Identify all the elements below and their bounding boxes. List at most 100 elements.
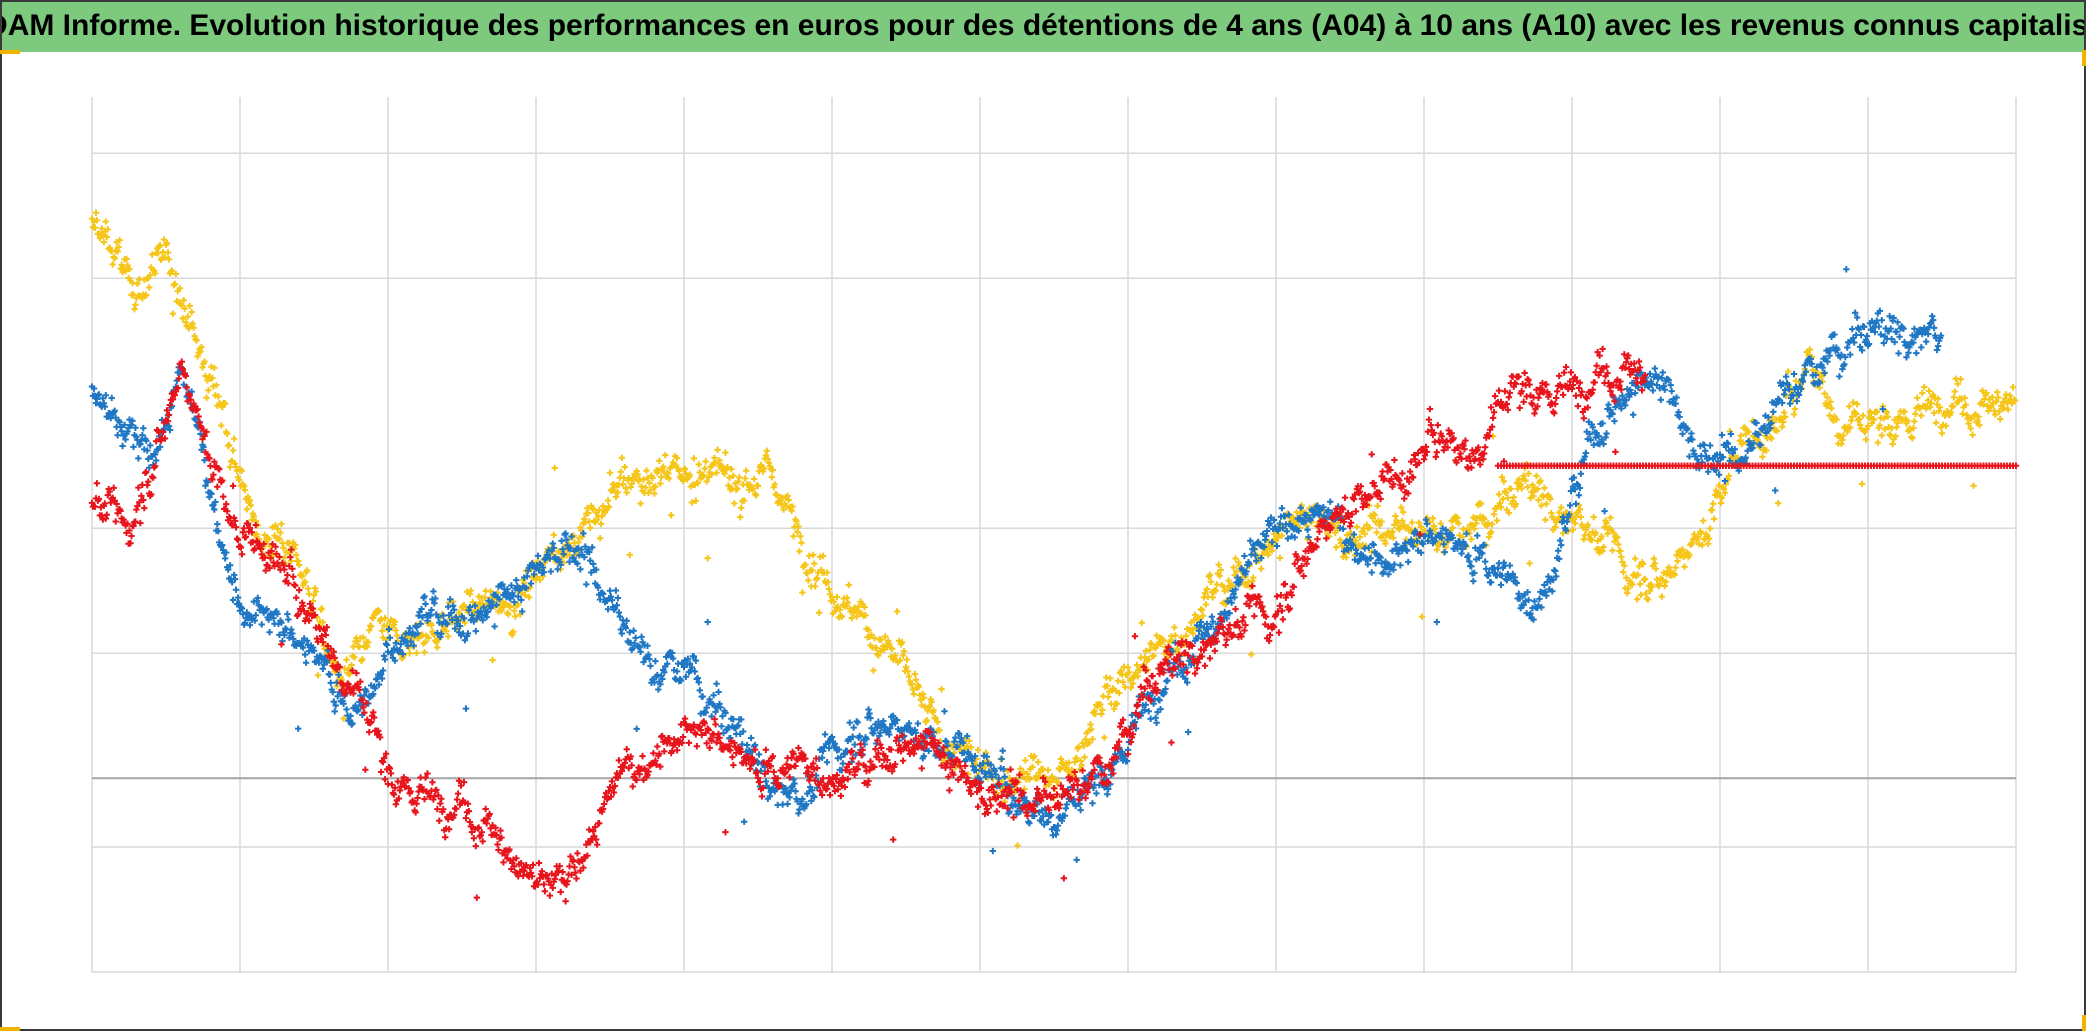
data-point <box>1925 387 1933 395</box>
data-point <box>489 656 496 664</box>
data-point <box>725 482 732 489</box>
data-point <box>1510 494 1517 501</box>
data-point <box>1134 673 1142 680</box>
data-point <box>1554 547 1562 554</box>
data-point <box>900 648 908 655</box>
data-point <box>618 630 626 637</box>
data-point <box>679 477 687 485</box>
data-point <box>1609 547 1616 554</box>
data-point <box>639 752 646 760</box>
data-point <box>873 644 880 652</box>
data-point <box>646 479 653 487</box>
data-point <box>1229 582 1236 589</box>
data-point <box>795 523 802 530</box>
data-point <box>585 509 592 517</box>
data-point <box>198 343 205 351</box>
data-point <box>700 472 707 479</box>
data-point <box>1164 677 1171 684</box>
data-point <box>343 656 350 663</box>
data-point <box>998 755 1005 763</box>
data-point <box>1029 763 1036 771</box>
data-point <box>278 520 285 528</box>
data-point <box>541 888 549 895</box>
data-point <box>148 251 156 258</box>
data-point <box>854 719 861 726</box>
data-point <box>1147 715 1154 723</box>
data-point <box>1206 655 1214 662</box>
data-point <box>163 239 171 247</box>
data-point <box>1659 369 1666 376</box>
data-point <box>1113 700 1121 707</box>
data-point <box>512 613 519 620</box>
data-point <box>623 746 630 753</box>
data-point <box>1217 566 1224 574</box>
data-point <box>1911 418 1918 425</box>
data-point <box>1138 619 1146 627</box>
data-point <box>248 516 256 524</box>
data-point <box>911 670 919 678</box>
data-point <box>406 650 413 657</box>
data-point <box>1202 601 1210 608</box>
data-point <box>422 638 429 646</box>
data-point <box>298 573 306 580</box>
data-point <box>1970 482 1977 489</box>
data-point <box>1601 507 1608 515</box>
data-point <box>612 587 620 594</box>
data-point <box>1541 484 1548 492</box>
data-point <box>250 512 258 520</box>
data-point <box>119 442 126 450</box>
data-point <box>1542 516 1549 524</box>
data-point <box>1129 680 1137 687</box>
data-point <box>878 636 885 643</box>
data-point <box>143 291 150 299</box>
grid-lines <box>91 97 2017 973</box>
data-point <box>844 599 851 606</box>
data-point <box>292 582 299 589</box>
data-point <box>647 662 654 670</box>
data-point <box>1268 547 1276 554</box>
data-point <box>1142 647 1149 655</box>
data-point <box>666 475 673 482</box>
data-point <box>215 393 222 400</box>
data-point <box>1582 449 1590 457</box>
data-point <box>112 518 119 525</box>
data-point <box>770 768 777 776</box>
data-point <box>1708 506 1716 514</box>
data-point <box>754 482 762 490</box>
data-point <box>2002 391 2010 398</box>
data-point <box>1207 578 1215 585</box>
data-point <box>814 574 821 582</box>
data-point <box>304 585 312 592</box>
data-point <box>214 483 221 490</box>
data-point <box>704 618 711 626</box>
data-point <box>741 475 749 482</box>
data-point <box>655 467 662 474</box>
chart-title: ADAM Informe. Evolution historique des p… <box>0 9 2086 42</box>
data-point <box>93 480 101 487</box>
data-point <box>752 492 760 499</box>
data-point <box>1923 338 1930 345</box>
data-point <box>550 531 557 539</box>
data-point <box>729 753 736 761</box>
data-point <box>1441 548 1448 556</box>
data-point <box>1153 719 1160 726</box>
data-point <box>633 725 640 733</box>
data-point <box>1060 875 1068 882</box>
data-point <box>1168 739 1175 746</box>
data-point <box>513 576 520 584</box>
data-point <box>1293 508 1300 516</box>
data-point <box>987 802 995 809</box>
data-point <box>547 568 554 575</box>
data-point <box>111 255 118 262</box>
data-point <box>1470 577 1477 585</box>
data-point <box>1468 536 1475 543</box>
data-point <box>737 513 744 521</box>
data-point <box>1863 332 1871 340</box>
data-point <box>1243 582 1250 589</box>
data-point <box>577 566 584 573</box>
data-point <box>557 888 564 896</box>
data-point <box>102 218 110 225</box>
data-point <box>936 727 943 734</box>
data-point <box>470 835 478 842</box>
data-point <box>1014 842 1021 849</box>
